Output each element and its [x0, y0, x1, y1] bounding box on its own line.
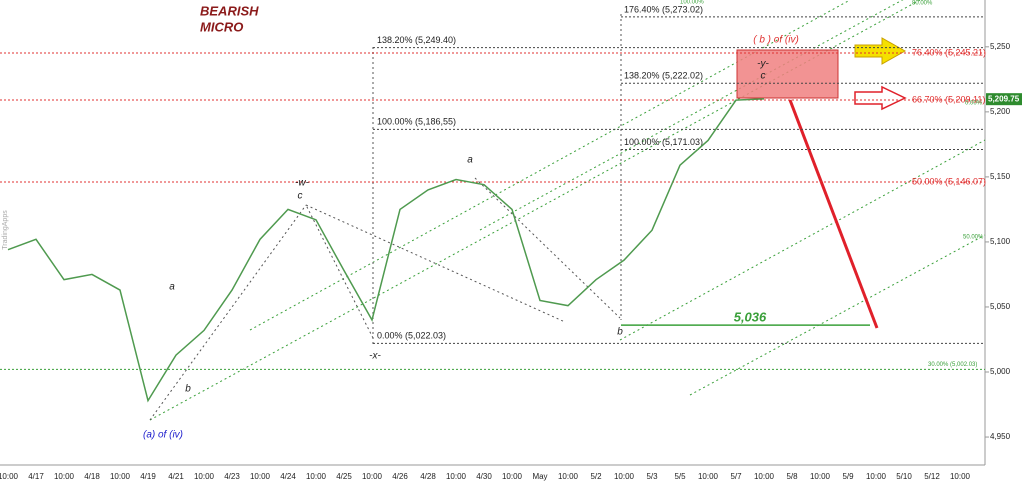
x-tick-label: 4/24 [280, 472, 296, 481]
channel-label: 80.00% [912, 1, 933, 7]
channel-label: 0.00% [965, 101, 983, 107]
x-tick-label: 10:00 [950, 472, 971, 481]
chart-subtitle: MICRO [200, 19, 243, 34]
x-tick-label: May [532, 472, 547, 481]
fib-label: 76.40% (5,245.21) [912, 47, 986, 57]
wave-label: b [617, 327, 623, 338]
x-tick-label: 5/7 [730, 472, 742, 481]
x-tick-label: 10:00 [754, 472, 775, 481]
x-tick-label: 10:00 [362, 472, 383, 481]
target-zone [736, 49, 839, 99]
fib-label: 100.00% (5,186,55) [377, 117, 456, 127]
x-tick-label: 5/10 [896, 472, 912, 481]
wave-label: ( b ) of (iv) [753, 35, 799, 46]
red-arrow [854, 85, 907, 111]
price-line [7, 98, 765, 403]
x-tick-label: 5/12 [924, 472, 940, 481]
x-tick-label: 5/3 [646, 472, 658, 481]
y-tick-label: 5,050 [990, 302, 1011, 311]
fib-label: 138.20% (5,222.02) [624, 71, 703, 81]
watermark: TradingApps [2, 210, 9, 250]
wave-label: (a) of (iv) [143, 430, 183, 441]
x-tick-label: 4/26 [392, 472, 408, 481]
fib-label: 176.40% (5,273.02) [624, 4, 703, 14]
fib-label: 138.20% (5,249.40) [377, 35, 456, 45]
yellow-arrow [854, 37, 907, 65]
x-tick-label: 10:00 [306, 472, 327, 481]
x-tick-label: 5/8 [786, 472, 798, 481]
chart-title: BEARISH [200, 3, 259, 18]
wave-label: c [761, 71, 766, 82]
wave-label: -w- [295, 178, 310, 189]
x-tick-label: 4/25 [336, 472, 352, 481]
x-tick-label: 10:00 [698, 472, 719, 481]
fib-label: 100.00% (5,171.03) [624, 137, 703, 147]
x-tick-label: 4/23 [224, 472, 240, 481]
x-tick-label: 10:00 [810, 472, 831, 481]
y-tick-label: 5,000 [990, 367, 1011, 376]
last-price-box [986, 93, 1022, 106]
wave-label: -y- [757, 59, 769, 70]
wave-label: c [298, 191, 303, 202]
y-tick-label: 5,150 [990, 172, 1011, 181]
fib-label: 50.00% (5,146.07) [912, 176, 986, 186]
x-tick-label: 10:00 [866, 472, 887, 481]
x-tick-label: 5/9 [842, 472, 854, 481]
x-tick-label: 4/28 [420, 472, 436, 481]
x-tick-label: 5/5 [674, 472, 686, 481]
wave-label: b [185, 384, 191, 395]
projection-arrow [788, 99, 879, 329]
wave-lines [149, 177, 621, 421]
y-tick-label: 4,950 [990, 432, 1011, 441]
x-tick-label: 4/19 [140, 472, 156, 481]
x-tick-label: 10:00 [0, 472, 19, 481]
last-price-label: 5,209.75 [988, 94, 1020, 103]
y-tick-label: 5,100 [990, 237, 1011, 246]
x-tick-label: 10:00 [502, 472, 523, 481]
x-tick-label: 10:00 [54, 472, 75, 481]
wave-label: a [169, 282, 175, 293]
fib-label: 30.00% (5,002.03) [928, 362, 977, 368]
y-tick-label: 5,200 [990, 107, 1011, 116]
x-tick-label: 4/30 [476, 472, 492, 481]
target-label: 5,036 [734, 310, 767, 325]
wave-label: -x- [369, 351, 381, 362]
fib-label: 0.00% (5,022.03) [377, 331, 446, 341]
x-tick-label: 10:00 [558, 472, 579, 481]
x-tick-label: 10:00 [250, 472, 271, 481]
channel-label: 50.00% [963, 235, 984, 241]
channel-label: 100.00% [680, 0, 704, 6]
x-tick-label: 10:00 [614, 472, 635, 481]
x-tick-label: 4/18 [84, 472, 100, 481]
x-tick-label: 4/21 [168, 472, 184, 481]
y-tick-label: 5,250 [990, 42, 1011, 51]
x-tick-label: 10:00 [194, 472, 215, 481]
x-tick-label: 4/17 [28, 472, 44, 481]
x-tick-label: 5/2 [590, 472, 602, 481]
x-tick-label: 10:00 [446, 472, 467, 481]
fib-label: 66.70% (5,209.11) [912, 94, 985, 104]
wave-label: a [467, 155, 473, 166]
x-tick-label: 10:00 [110, 472, 131, 481]
